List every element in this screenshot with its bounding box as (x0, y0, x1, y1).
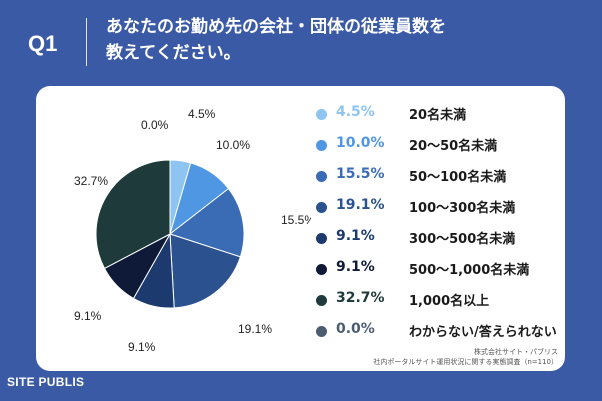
source-company: 株式会社サイト・パブリス (474, 348, 558, 356)
legend-swatch-icon (316, 171, 327, 182)
question-title-line1: あなたのお勤め先の会社・団体の従業員数を (106, 17, 446, 37)
pie-chart: 4.5% 10.0% 15.5% 19.1% 9.1% 9.1% 32.7% 0.0% (74, 107, 311, 354)
legend-swatch-icon (316, 109, 327, 120)
chart-legend: 4.5% 20名未満 10.0% 20〜50名未満 15.5% 50〜100名未満 19.1… (311, 104, 561, 352)
legend-label: 1,000名以上 (409, 294, 490, 309)
legend-item: 0.0% わからない/答えられない (311, 321, 561, 352)
legend-item: 32.7% 1,000名以上 (311, 290, 561, 321)
question-number: Q1 (28, 31, 58, 56)
legend-value: 9.1% (336, 228, 375, 244)
question-title-line2: 教えてください。 (106, 43, 241, 63)
legend-item: 9.1% 300〜500名未満 (311, 228, 561, 259)
legend-label: 20名未満 (409, 108, 467, 123)
pie-label-5: 9.1% (74, 309, 102, 323)
legend-value: 19.1% (336, 197, 385, 213)
legend-item: 9.1% 500〜1,000名未満 (311, 259, 561, 290)
legend-label: 50〜100名未満 (409, 170, 507, 185)
brand-logo-text: SITE PUBLIS (7, 375, 85, 389)
legend-value: 9.1% (336, 259, 375, 275)
legend-label: 300〜500名未満 (409, 232, 516, 247)
legend-label: 20〜50名未満 (409, 139, 498, 154)
legend-value: 32.7% (336, 290, 385, 306)
legend-label: わからない/答えられない (409, 325, 557, 340)
legend-value: 0.0% (336, 321, 375, 337)
legend-swatch-icon (316, 264, 327, 275)
legend-swatch-icon (316, 326, 327, 337)
pie-label-6: 32.7% (74, 174, 108, 188)
pie-label-3: 19.1% (238, 322, 272, 336)
pie-label-2: 15.5% (281, 213, 311, 227)
pie-label-4: 9.1% (128, 340, 156, 354)
header-divider (86, 18, 87, 66)
question-header: Q1 あなたのお勤め先の会社・団体の従業員数を 教えてください。 (0, 0, 602, 84)
legend-value: 15.5% (336, 166, 385, 182)
legend-swatch-icon (316, 140, 327, 151)
pie-label-7: 0.0% (141, 118, 169, 132)
source-survey: 社内ポータルサイト運用状況に関する実態調査（n=110） (373, 358, 558, 366)
legend-swatch-icon (316, 202, 327, 213)
legend-value: 4.5% (336, 104, 375, 120)
pie-label-0: 4.5% (188, 107, 216, 121)
legend-label: 500〜1,000名未満 (409, 263, 530, 278)
pie-slice-3 (169, 233, 242, 309)
legend-item: 19.1% 100〜300名未満 (311, 197, 561, 228)
legend-item: 4.5% 20名未満 (311, 104, 561, 135)
source-note: 株式会社サイト・パブリス 社内ポータルサイト運用状況に関する実態調査（n=110… (336, 347, 558, 367)
legend-item: 10.0% 20〜50名未満 (311, 135, 561, 166)
legend-label: 100〜300名未満 (409, 201, 516, 216)
chart-panel: 4.5% 10.0% 15.5% 19.1% 9.1% 9.1% 32.7% 0.0% 4.5… (36, 86, 565, 371)
pie-label-1: 10.0% (216, 138, 250, 152)
question-title: あなたのお勤め先の会社・団体の従業員数を 教えてください。 (106, 14, 576, 66)
legend-swatch-icon (316, 233, 327, 244)
legend-item: 15.5% 50〜100名未満 (311, 166, 561, 197)
pie-slice-6 (95, 159, 171, 270)
legend-swatch-icon (316, 295, 327, 306)
legend-value: 10.0% (336, 135, 385, 151)
